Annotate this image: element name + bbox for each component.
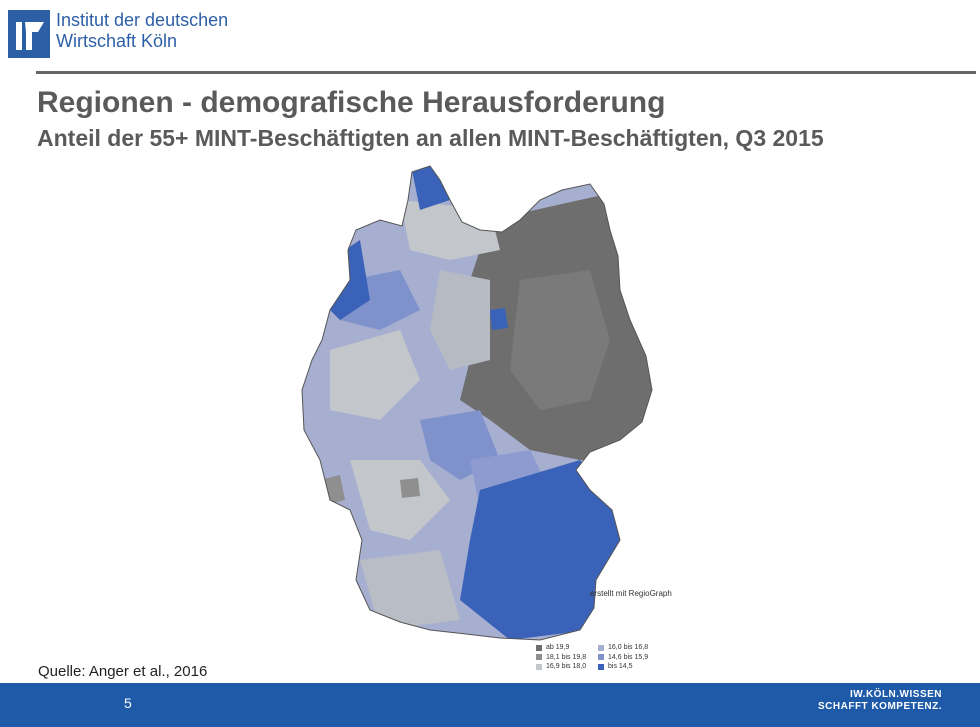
- legend-swatch: [536, 654, 542, 661]
- map-credit: erstellt mit RegioGraph: [590, 589, 672, 598]
- legend-swatch: [598, 663, 604, 670]
- iw-logo-mark-icon: [8, 10, 50, 58]
- legend-item: 14,6 bis 15,9: [598, 653, 648, 663]
- footer-tagline: IW.KÖLN.WISSEN SCHAFFT KOMPETENZ.: [818, 689, 942, 713]
- map-regions: [302, 166, 652, 640]
- slide-subtitle: Anteil der 55+ MINT-Beschäftigten an all…: [37, 125, 824, 151]
- map-legend: ab 19,9 18,1 bis 19,8 16,9 bis 18,0 16,0…: [536, 643, 656, 673]
- legend-swatch: [598, 654, 604, 661]
- legend-label: bis 14,5: [608, 663, 633, 671]
- footer-bar: 5 IW.KÖLN.WISSEN SCHAFFT KOMPETENZ.: [0, 683, 980, 727]
- legend-label: ab 19,9: [546, 644, 570, 652]
- page-number: 5: [124, 695, 132, 711]
- legend-label: 18,1 bis 19,8: [546, 653, 587, 661]
- header-divider: [36, 71, 976, 74]
- legend-swatch: [598, 644, 604, 651]
- legend-col-1: ab 19,9 18,1 bis 19,8 16,9 bis 18,0: [536, 643, 586, 672]
- legend-item: bis 14,5: [598, 662, 648, 672]
- legend-label: 14,6 bis 15,9: [608, 653, 649, 661]
- tagline-line-2: SCHAFFT KOMPETENZ.: [818, 701, 942, 712]
- source-note: Quelle: Anger et al., 2016: [38, 663, 208, 680]
- legend-swatch: [536, 644, 542, 651]
- tagline-line-1: IW.KÖLN.WISSEN: [850, 689, 942, 700]
- logo-text: Institut der deutschen Wirtschaft Köln: [56, 10, 228, 52]
- slide-title: Regionen - demografische Herausforderung: [37, 86, 666, 119]
- legend-label: 16,0 bis 16,8: [608, 644, 649, 652]
- logo-line-2: Wirtschaft Köln: [56, 31, 178, 51]
- legend-item: 16,9 bis 18,0: [536, 662, 586, 672]
- logo-line-1: Institut der deutschen: [56, 10, 229, 30]
- legend-col-2: 16,0 bis 16,8 14,6 bis 15,9 bis 14,5: [598, 643, 648, 672]
- legend-item: 18,1 bis 19,8: [536, 653, 586, 663]
- legend-item: ab 19,9: [536, 643, 586, 653]
- iw-logo[interactable]: Institut der deutschen Wirtschaft Köln: [8, 8, 233, 60]
- legend-item: 16,0 bis 16,8: [598, 643, 648, 653]
- legend-swatch: [536, 663, 542, 670]
- legend-label: 16,9 bis 18,0: [546, 663, 587, 671]
- germany-choropleth-map: [301, 165, 653, 641]
